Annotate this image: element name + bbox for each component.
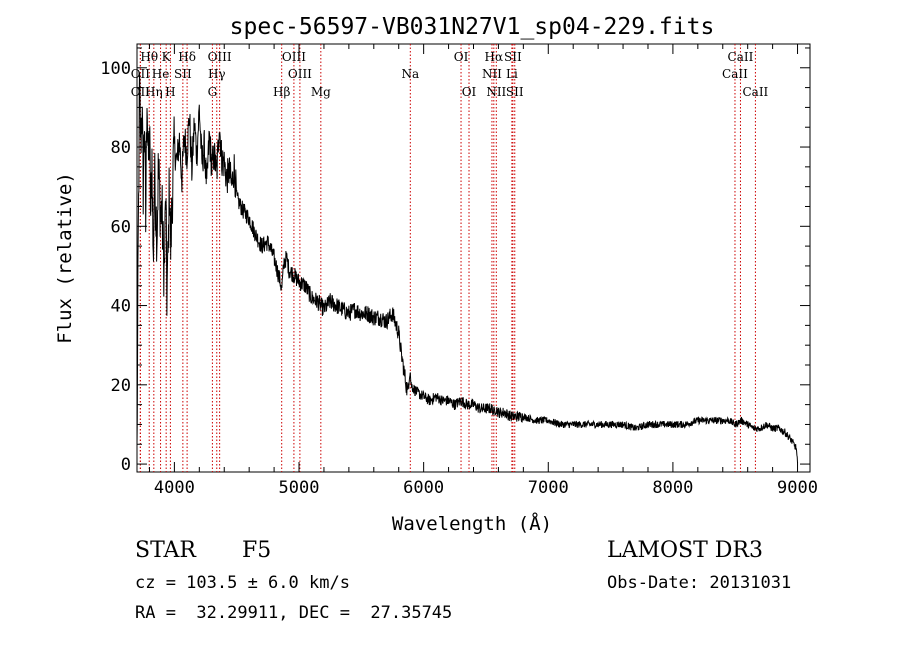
spectral-line-label: He — [152, 67, 170, 81]
spectral-line-label: SII — [174, 67, 192, 81]
spectral-line-label: NII — [486, 85, 506, 99]
spectral-line-label: Hη — [145, 85, 163, 99]
x-tick-label: 6000 — [403, 478, 444, 498]
y-axis-ticks: 0 20 40 60 80 100 — [100, 47, 810, 475]
spectral-line-label: CaII — [722, 67, 748, 81]
spectral-line-label: OIII — [288, 67, 312, 81]
y-tick-label: 0 — [121, 455, 131, 475]
spectral-line-label: CaII — [742, 85, 768, 99]
spectral-line-label: Hα — [485, 50, 504, 64]
spectral-line-label: OIII — [282, 50, 306, 64]
y-tick-label: 80 — [111, 138, 131, 158]
y-tick-label: 20 — [111, 376, 131, 396]
spectral-line-label: CaII — [728, 50, 754, 64]
spectral-line-label: Na — [401, 67, 419, 81]
spectral-line-label: Li — [506, 67, 518, 81]
y-tick-label: 40 — [111, 297, 131, 317]
spectral-line-label: Hγ — [208, 67, 226, 81]
spectral-line-label: Hθ — [140, 50, 158, 64]
spectral-line-label: SII — [506, 85, 524, 99]
spectral-line-label: H — [165, 85, 175, 99]
x-tick-label: 8000 — [652, 478, 693, 498]
observation-date: Obs-Date: 20131031 — [607, 573, 792, 593]
spectral-line-label: SII — [504, 50, 522, 64]
spectral-line-label: OI — [462, 85, 477, 99]
spectral-line-label: K — [162, 50, 172, 64]
spectral-line-label: Hδ — [178, 50, 196, 64]
spectral-lines — [139, 44, 756, 472]
spectral-line-label: Mg — [311, 85, 331, 99]
spectral-line-label: OII — [131, 67, 151, 81]
spectral-subclass: F5 — [242, 538, 272, 563]
object-class: STAR — [135, 538, 196, 563]
redshift-velocity: cz = 103.5 ± 6.0 km/s — [135, 573, 350, 593]
x-tick-label: 4000 — [154, 478, 195, 498]
x-tick-label: 9000 — [777, 478, 818, 498]
chart-title: spec-56597-VB031N27V1_sp04-229.fits — [230, 14, 715, 40]
spectral-line-label: OI — [454, 50, 469, 64]
spectral-line-label: G — [208, 85, 218, 99]
spectral-line-label: NII — [482, 67, 502, 81]
spectral-line-label: OIII — [208, 50, 232, 64]
spectral-line-label: Hβ — [273, 85, 290, 99]
x-axis-label: Wavelength (Å) — [392, 512, 552, 535]
plot-frame — [136, 43, 811, 473]
survey-name: LAMOST DR3 — [607, 538, 763, 563]
y-tick-label: 100 — [100, 59, 131, 79]
x-axis-ticks: 4000 5000 6000 7000 8000 9000 — [148, 44, 818, 498]
y-tick-label: 60 — [111, 217, 131, 237]
x-tick-label: 5000 — [279, 478, 320, 498]
x-tick-label: 7000 — [528, 478, 569, 498]
coordinates: RA = 32.29911, DEC = 27.35745 — [135, 603, 453, 623]
spectrum-trace — [136, 72, 798, 463]
y-axis-label: Flux (relative) — [54, 172, 76, 344]
